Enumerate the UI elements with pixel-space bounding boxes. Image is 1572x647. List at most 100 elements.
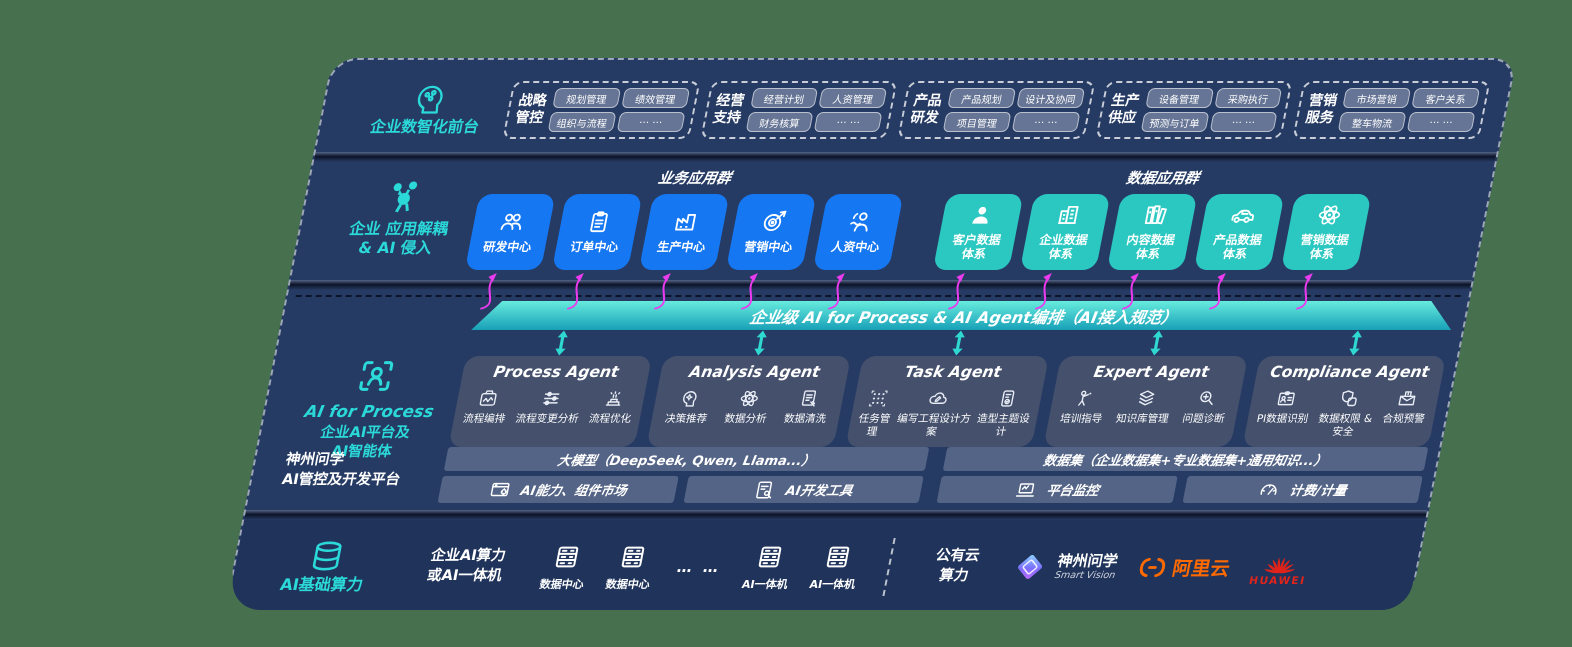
layer-edge <box>288 280 1472 290</box>
module-pill: 客户关系 <box>1411 88 1481 108</box>
cell-label: 计费/计量 <box>1288 484 1348 499</box>
agent-item-label: 知识库管理 <box>1114 413 1170 425</box>
agent-item-label: 任务管理 <box>857 413 892 438</box>
billing-cell: 计费/计量 <box>1182 476 1423 503</box>
alert-mail-icon <box>1395 388 1420 409</box>
group-supply: 生产 供应 设备管理 采购执行 预测与订单 … … <box>1095 81 1293 139</box>
dataset-bar: 数据集（企业数据集+专业数据集+通用知识...） <box>942 447 1429 471</box>
ai-capability-cell: AI能力、组件市场 <box>437 476 679 503</box>
teal-double-arrow <box>949 330 969 356</box>
center-box-hr: 人资中心 <box>812 193 904 270</box>
box-label: 客户数据 体系 <box>951 232 1003 261</box>
process-agent-card: Process Agent 流程编排 流程变更分析 流程优化 <box>448 356 653 448</box>
person-signal-icon <box>845 209 876 235</box>
aliyun-logo: 阿里云 <box>1136 554 1232 581</box>
box-label: 营销中心 <box>742 239 794 254</box>
decoupling-side: 企业 应用解耦 & AI 侵入 <box>319 178 483 259</box>
layer-edge <box>244 510 1428 520</box>
task-grid-icon <box>866 388 891 409</box>
agent-item-label: 编写工程设计方案 <box>896 413 972 438</box>
module-pill: … … <box>1209 112 1278 132</box>
target-icon <box>758 209 789 235</box>
box-label: 产品数据 体系 <box>1212 232 1264 261</box>
group-strategy: 战略 管控 规划管理 绩效管理 组织与流程 … … <box>502 81 701 139</box>
huawei-flower-icon <box>1262 548 1301 575</box>
diamond-logo-icon <box>1009 549 1052 585</box>
agent-title: Process Agent <box>492 363 621 381</box>
datacenter-node: 数据中心 <box>538 543 592 592</box>
box-label: 内容数据 体系 <box>1125 232 1177 261</box>
car-icon <box>1226 202 1259 228</box>
group-title: 战略 管控 <box>513 92 549 127</box>
business-app-group: 业务应用群 研发中心 订单中心 生产中心 <box>464 167 909 270</box>
data-box-content: 内容数据 体系 <box>1106 193 1198 270</box>
people-icon <box>497 209 528 235</box>
module-pill: 设计及协同 <box>1016 88 1085 108</box>
front-office-side: 企业数智化前台 <box>343 82 514 137</box>
agent-item-label: 数据分析 <box>723 413 768 425</box>
model-group: 大模型（DeepSeek, Qwen, Llama...） AI能力、组件市场 … <box>437 447 930 503</box>
monitoring-cell: 平台监控 <box>936 476 1178 503</box>
doc-clean-icon <box>796 388 821 409</box>
layers-icon <box>1134 388 1159 409</box>
module-pill: 财务核算 <box>745 112 814 132</box>
box-label: 人资中心 <box>829 239 881 254</box>
compliance-agent-card: Compliance Agent PI数据识别 数据权限 & 安全 合规预警 <box>1241 356 1447 448</box>
building-icon <box>1053 202 1084 228</box>
dataset-group: 数据集（企业数据集+专业数据集+通用知识...） 平台监控 计费/计量 <box>936 447 1429 503</box>
datacenter-node: 数据中心 <box>604 543 658 592</box>
node-label: 数据中心 <box>604 577 652 591</box>
database-icon <box>307 539 348 573</box>
front-office-band: 企业数智化前台 战略 管控 规划管理 绩效管理 组织与流程 … … 经营 支持 … <box>316 60 1515 152</box>
module-pill: 组织与流程 <box>547 112 617 132</box>
agent-title: Expert Agent <box>1092 363 1211 381</box>
module-pill: 项目管理 <box>942 112 1012 132</box>
ai-platform-side: AI for Process 企业AI平台及 AI智能体 <box>282 356 459 462</box>
head-gear-icon <box>677 388 702 409</box>
factory-icon <box>671 209 702 235</box>
data-box-marketing: 营销数据 体系 <box>1280 193 1372 270</box>
agent-item-label: 问题诊断 <box>1181 413 1226 425</box>
sliders-icon <box>538 388 563 409</box>
huawei-logo: HUAWEI <box>1248 548 1312 587</box>
model-bar: 大模型（DeepSeek, Qwen, Llama...） <box>443 447 930 471</box>
task-agent-card: Task Agent 任务管理 编写工程设计方案 造型主题设计 <box>845 356 1050 448</box>
module-pill: 设备管理 <box>1145 88 1214 108</box>
window-gear-icon <box>487 479 513 501</box>
gauge-icon <box>1256 479 1282 501</box>
box-label: 营销数据 体系 <box>1299 232 1351 261</box>
teal-double-arrow <box>1345 330 1365 356</box>
front-office-groups: 战略 管控 规划管理 绩效管理 组织与流程 … … 经营 支持 经营计划 人资管… <box>502 81 1491 139</box>
vendor-name: 阿里云 <box>1170 557 1232 580</box>
cell-label: 平台监控 <box>1045 484 1100 499</box>
cell-label: AI开发工具 <box>784 484 854 499</box>
cell-label: AI能力、组件市场 <box>519 484 628 499</box>
data-box-enterprise: 企业数据 体系 <box>1019 193 1111 270</box>
agent-item-label: 流程变更分析 <box>514 413 580 425</box>
ai-appliance-node: AI一体机 <box>808 543 863 592</box>
ellipsis-text: … … <box>675 558 724 576</box>
training-icon <box>1072 388 1097 409</box>
agent-title: Task Agent <box>903 363 1003 381</box>
id-card-icon <box>1274 388 1299 409</box>
dashed-divider-line <box>295 295 1461 297</box>
module-pill: 绩效管理 <box>621 88 690 108</box>
module-pill: 规划管理 <box>552 88 621 108</box>
architecture-panel: 企业数智化前台 战略 管控 规划管理 绩效管理 组织与流程 … … 经营 支持 … <box>226 58 1518 610</box>
platform-label: 神州问学 AI管控及开发平台 <box>280 452 402 489</box>
group-operation: 经营 支持 经营计划 人资管理 财务核算 … … <box>699 81 898 139</box>
decoupling-label: 企业 应用解耦 & AI 侵入 <box>347 219 450 257</box>
teal-double-arrow <box>1147 330 1167 356</box>
agent-item-label: 造型主题设计 <box>975 413 1031 438</box>
group-title: 生产 供应 <box>1106 92 1142 127</box>
ai-appliance-node: AI一体机 <box>741 543 796 592</box>
group-title: 经营 支持 <box>711 92 746 127</box>
module-pill: … … <box>814 112 883 132</box>
agent-item-label: 数据清洗 <box>782 413 828 425</box>
center-box-marketing: 营销中心 <box>725 193 817 270</box>
design-tablet-icon <box>995 388 1020 409</box>
data-box-customer: 客户数据 体系 <box>932 193 1024 270</box>
group-title: 营销 服务 <box>1304 92 1339 127</box>
agent-item-label: 合规预警 <box>1381 413 1426 425</box>
module-pill: 采购执行 <box>1213 88 1283 108</box>
